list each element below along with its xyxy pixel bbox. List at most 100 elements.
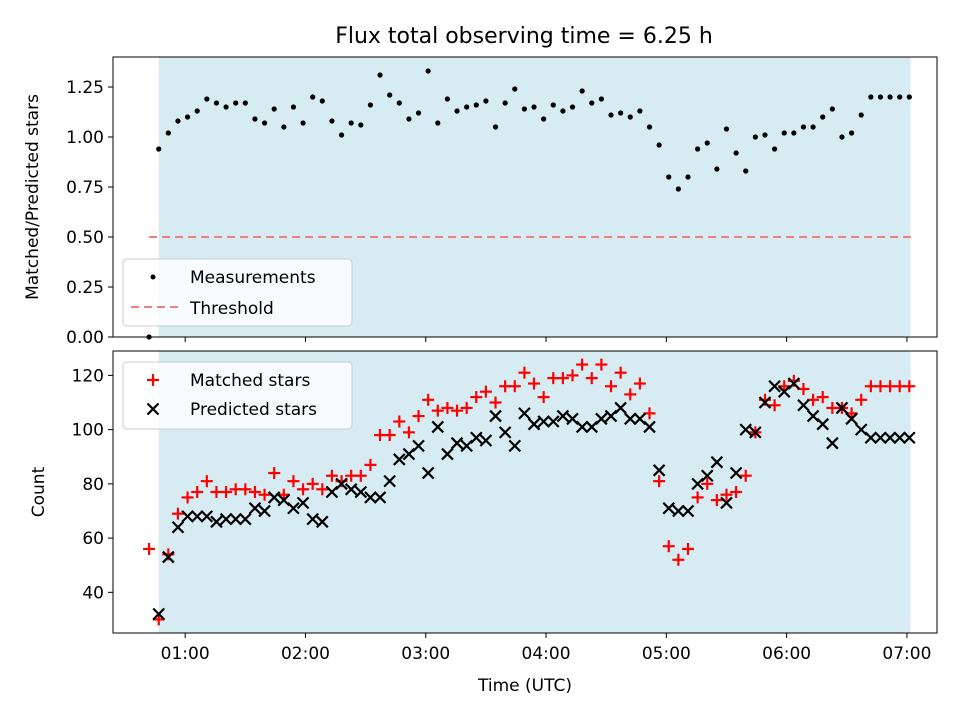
predicted-star-point [489,409,502,423]
top-y-axis-label: Matched/Predicted stars [23,94,43,300]
y-tick-label: 80 [82,475,104,495]
predicted-star-point [662,501,676,515]
measurement-point [569,104,576,110]
predicted-star-point [623,412,637,426]
measurement-point [348,120,354,126]
predicted-star-point [277,493,291,507]
predicted-star-point [758,396,772,409]
measurement-point [175,118,181,124]
measurement-point [695,146,701,152]
predicted-star-point [162,550,175,564]
predicted-star-point [710,455,724,469]
legend-x-stroke [146,402,160,416]
predicted-star-point [797,398,810,412]
legend-matched-label: Matched stars [190,371,310,391]
measurement-point [204,96,210,102]
y-tick-label: 40 [82,583,104,603]
predicted-star-point [720,496,733,510]
y-tick-label: 0.50 [66,228,104,248]
chart-title: Flux total observing time = 6.25 h [335,24,713,49]
measurement-point [772,146,778,152]
predicted-star-point [470,431,483,445]
predicted-star-point [845,412,858,426]
legend-matched-marker [147,374,159,386]
predicted-star-point [479,434,493,447]
predicted-star-point [595,412,608,426]
measurement-point [733,150,739,156]
predicted-star-point [614,401,627,415]
measurement-point [714,166,720,172]
predicted-star-point [527,417,541,431]
measurement-point [184,114,191,120]
measurement-point [637,108,643,114]
bottom-axes-frame [112,350,938,634]
predicted-star-point [729,466,743,480]
measurement-point [492,124,499,130]
measurement-point [387,92,393,98]
measurement-point [425,68,431,74]
measurement-point [752,134,758,140]
bottom-panel: 40 60 80 100 120 01:00 02:00 03:00 04:00 05:00 06… [29,350,938,696]
predicted-star-point [700,469,714,483]
predicted-star-point [575,420,589,434]
measurement-point [858,112,864,118]
y-tick-label: 100 [72,421,104,441]
predicted-star-point [854,423,868,436]
predicted-star-point [373,491,387,504]
bottom-x-ticks: 01:00 02:00 03:00 04:00 05:00 06:00 07:00 [161,633,931,664]
predicted-star-point [749,426,762,439]
predicted-star-point [498,426,512,439]
predicted-star-point [287,501,300,515]
measurement-point [839,134,845,140]
measurement-point [550,102,556,108]
x-tick-label: 05:00 [642,644,691,664]
predicted-star-point [864,431,878,445]
measurement-point [156,146,162,152]
measurement-point [252,116,258,122]
measurement-point [589,100,595,106]
measurement-point [685,174,691,180]
predicted-star-point [200,510,214,523]
predicted-star-point [267,491,281,504]
predicted-star-point [258,504,271,518]
predicted-star-point [518,407,531,420]
measurement-point [675,186,681,192]
predicted-star-point [441,447,454,461]
predicted-star-point [248,501,262,515]
predicted-star-point [874,431,887,445]
measurement-point [781,130,787,136]
top-y-ticks: 0.00 0.25 0.50 0.75 1.00 1.25 [66,78,113,348]
measurement-point [310,94,316,100]
measurement-point [791,130,797,136]
predicted-star-point [190,510,204,523]
predicted-star-point [181,510,194,523]
predicted-star-point [229,512,242,526]
measurement-point [444,96,451,102]
measurement-point [541,116,547,122]
bottom-legend-box [122,361,353,430]
measurement-point [800,124,807,130]
measurement-point [531,104,537,110]
measurement-point [406,116,412,122]
measurement-point [521,106,527,112]
predicted-star-point [306,512,319,526]
predicted-star-point [643,420,656,434]
predicted-star-point [344,483,358,496]
top-legend-box [122,258,353,327]
predicted-star-point [681,504,695,518]
predicted-star-point [152,607,165,621]
measurement-point [300,120,306,126]
measurement-point [194,108,200,114]
predicted-star-point [383,474,396,488]
y-tick-label: 1.25 [66,78,104,98]
measurement-point [338,132,345,138]
predicted-star-point [566,412,579,426]
top-x-ticks [184,337,908,342]
measurement-point [666,174,672,180]
predicted-star-point [826,436,839,450]
measurement-point [848,130,855,136]
measurement-point [598,96,604,102]
predicted-star-point [787,377,801,390]
predicted-star-point [903,431,916,445]
measurement-point [512,86,518,92]
